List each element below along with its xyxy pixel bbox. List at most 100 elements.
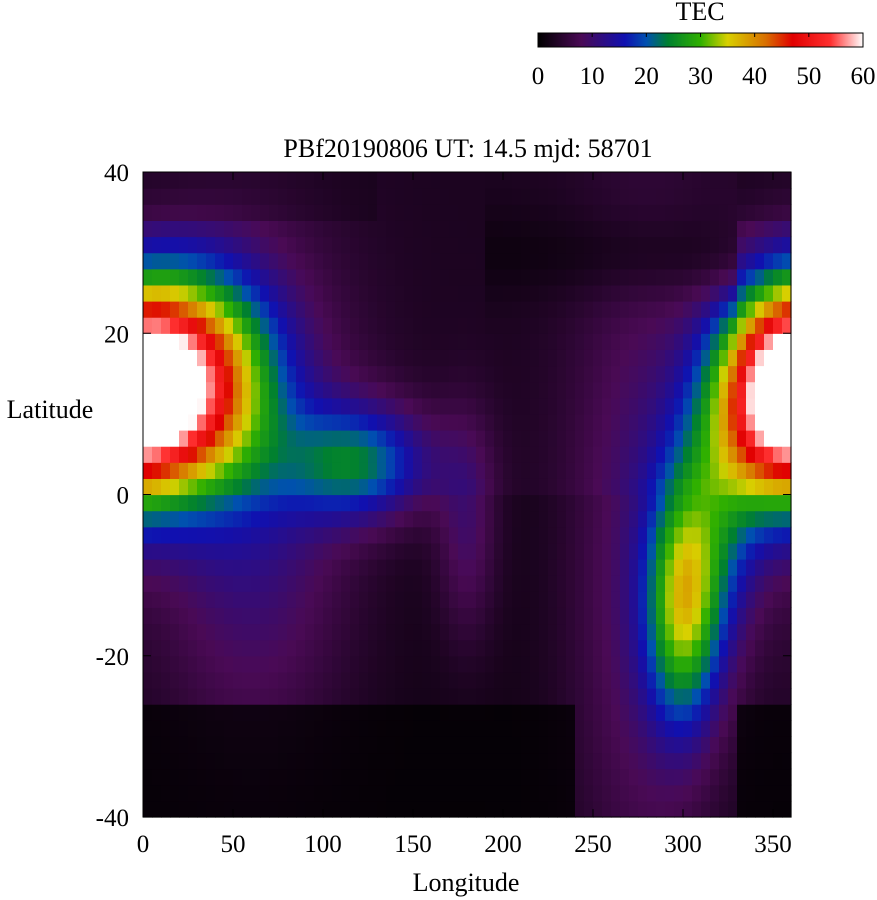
heatmap-cell <box>575 478 585 496</box>
heatmap-cell <box>278 462 288 479</box>
heatmap-cell <box>260 252 270 270</box>
heatmap-cell <box>206 752 216 770</box>
heatmap-cell <box>431 236 441 254</box>
heatmap-cell <box>431 494 441 512</box>
heatmap-cell <box>404 655 414 673</box>
heatmap-cell <box>404 704 414 721</box>
heatmap-cell <box>782 800 792 818</box>
heatmap-cell <box>737 220 747 238</box>
heatmap-cell <box>206 284 216 302</box>
heatmap-cell <box>287 752 297 770</box>
heatmap-cell <box>395 365 405 383</box>
heatmap-cell <box>683 542 693 560</box>
heatmap-cell <box>170 736 180 754</box>
heatmap-cell <box>143 462 153 479</box>
heatmap-cell <box>575 284 585 302</box>
heatmap-cell <box>773 542 783 560</box>
heatmap-cell <box>395 542 405 560</box>
heatmap-cell <box>566 172 576 189</box>
heatmap-cell <box>368 268 378 286</box>
heatmap-cell <box>620 655 630 673</box>
heatmap-cell <box>719 720 729 737</box>
heatmap-cell <box>440 655 450 673</box>
heatmap-cell <box>323 639 333 657</box>
heatmap-cell <box>233 381 243 399</box>
heatmap-cell <box>656 800 666 818</box>
heatmap-cell <box>233 478 243 496</box>
heatmap-cell <box>701 671 711 689</box>
heatmap-cell <box>494 542 504 560</box>
heatmap-cell <box>170 188 180 205</box>
heatmap-cell <box>692 349 702 367</box>
heatmap-cell <box>341 704 351 721</box>
heatmap-cell <box>737 704 747 721</box>
heatmap-cell <box>665 623 675 641</box>
heatmap-cell <box>152 284 162 302</box>
heatmap-cell <box>314 188 324 205</box>
heatmap-cell <box>179 252 189 270</box>
heatmap-cell <box>260 639 270 657</box>
heatmap-cell <box>341 752 351 770</box>
heatmap-cell <box>575 268 585 286</box>
heatmap-cell <box>359 655 369 673</box>
heatmap-cell <box>530 301 540 318</box>
heatmap-cell <box>314 607 324 625</box>
heatmap-cell <box>431 397 441 415</box>
heatmap-cell <box>485 800 495 818</box>
heatmap-cell <box>611 333 621 350</box>
heatmap-cell <box>692 333 702 350</box>
heatmap-cell <box>629 526 639 544</box>
heatmap-cell <box>242 655 252 673</box>
heatmap-cell <box>665 462 675 479</box>
heatmap-cell <box>152 381 162 399</box>
heatmap-cell <box>719 413 729 431</box>
heatmap-cell <box>692 478 702 496</box>
heatmap-cell <box>575 752 585 770</box>
heatmap-cell <box>548 575 558 592</box>
heatmap-cell <box>404 623 414 641</box>
heatmap-cell <box>278 204 288 221</box>
heatmap-cell <box>530 317 540 334</box>
heatmap-cell <box>719 768 729 786</box>
heatmap-cell <box>593 526 603 544</box>
heatmap-cell <box>746 462 756 479</box>
heatmap-cell <box>260 768 270 786</box>
heatmap-cell <box>233 252 243 270</box>
heatmap-cell <box>170 720 180 737</box>
heatmap-cell <box>323 284 333 302</box>
heatmap-cell <box>620 381 630 399</box>
heatmap-cell <box>323 655 333 673</box>
heatmap-cell <box>377 784 387 802</box>
heatmap-cell <box>332 623 342 641</box>
heatmap-cell <box>548 397 558 415</box>
heatmap-cell <box>422 800 432 818</box>
heatmap-cell <box>755 462 765 479</box>
heatmap-cell <box>728 623 738 641</box>
heatmap-cell <box>224 704 234 721</box>
heatmap-cell <box>170 752 180 770</box>
heatmap-cell <box>701 381 711 399</box>
heatmap-cell <box>296 655 306 673</box>
heatmap-cell <box>530 688 540 705</box>
heatmap-cell <box>620 559 630 576</box>
heatmap-cell <box>503 381 513 399</box>
heatmap-cell <box>296 413 306 431</box>
heatmap-cell <box>386 510 396 528</box>
heatmap-cell <box>242 752 252 770</box>
heatmap-cell <box>395 381 405 399</box>
heatmap-cell <box>701 462 711 479</box>
heatmap-cell <box>773 236 783 254</box>
heatmap-cell <box>314 284 324 302</box>
heatmap-cell <box>287 333 297 350</box>
heatmap-cell <box>575 397 585 415</box>
heatmap-cell <box>701 559 711 576</box>
heatmap-cell <box>638 365 648 383</box>
heatmap-cell <box>566 317 576 334</box>
heatmap-cell <box>557 381 567 399</box>
heatmap-cell <box>332 462 342 479</box>
heatmap-cell <box>566 800 576 818</box>
heatmap-cell <box>629 510 639 528</box>
heatmap-cell <box>332 284 342 302</box>
heatmap-cell <box>449 284 459 302</box>
heatmap-cell <box>566 768 576 786</box>
